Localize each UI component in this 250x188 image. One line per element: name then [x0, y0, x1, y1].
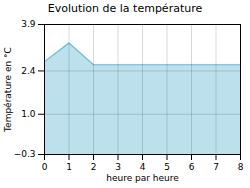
- svg-text:4: 4: [140, 162, 146, 172]
- svg-text:1.0: 1.0: [21, 109, 36, 119]
- svg-text:−0.3: −0.3: [14, 149, 36, 159]
- svg-text:3: 3: [115, 162, 121, 172]
- svg-text:5: 5: [164, 162, 170, 172]
- svg-text:8: 8: [238, 162, 244, 172]
- svg-text:3.9: 3.9: [21, 19, 36, 29]
- svg-text:0: 0: [42, 162, 48, 172]
- svg-text:2.4: 2.4: [21, 66, 36, 76]
- svg-text:heure par heure: heure par heure: [106, 173, 179, 183]
- svg-text:1: 1: [66, 162, 72, 172]
- svg-text:6: 6: [189, 162, 195, 172]
- html-text:Evolution de la température: Evolution de la température: [47, 2, 203, 15]
- svg-text:2: 2: [91, 162, 97, 172]
- svg-text:Température en °C: Température en °C: [3, 47, 13, 133]
- svg-text:7: 7: [213, 162, 219, 172]
